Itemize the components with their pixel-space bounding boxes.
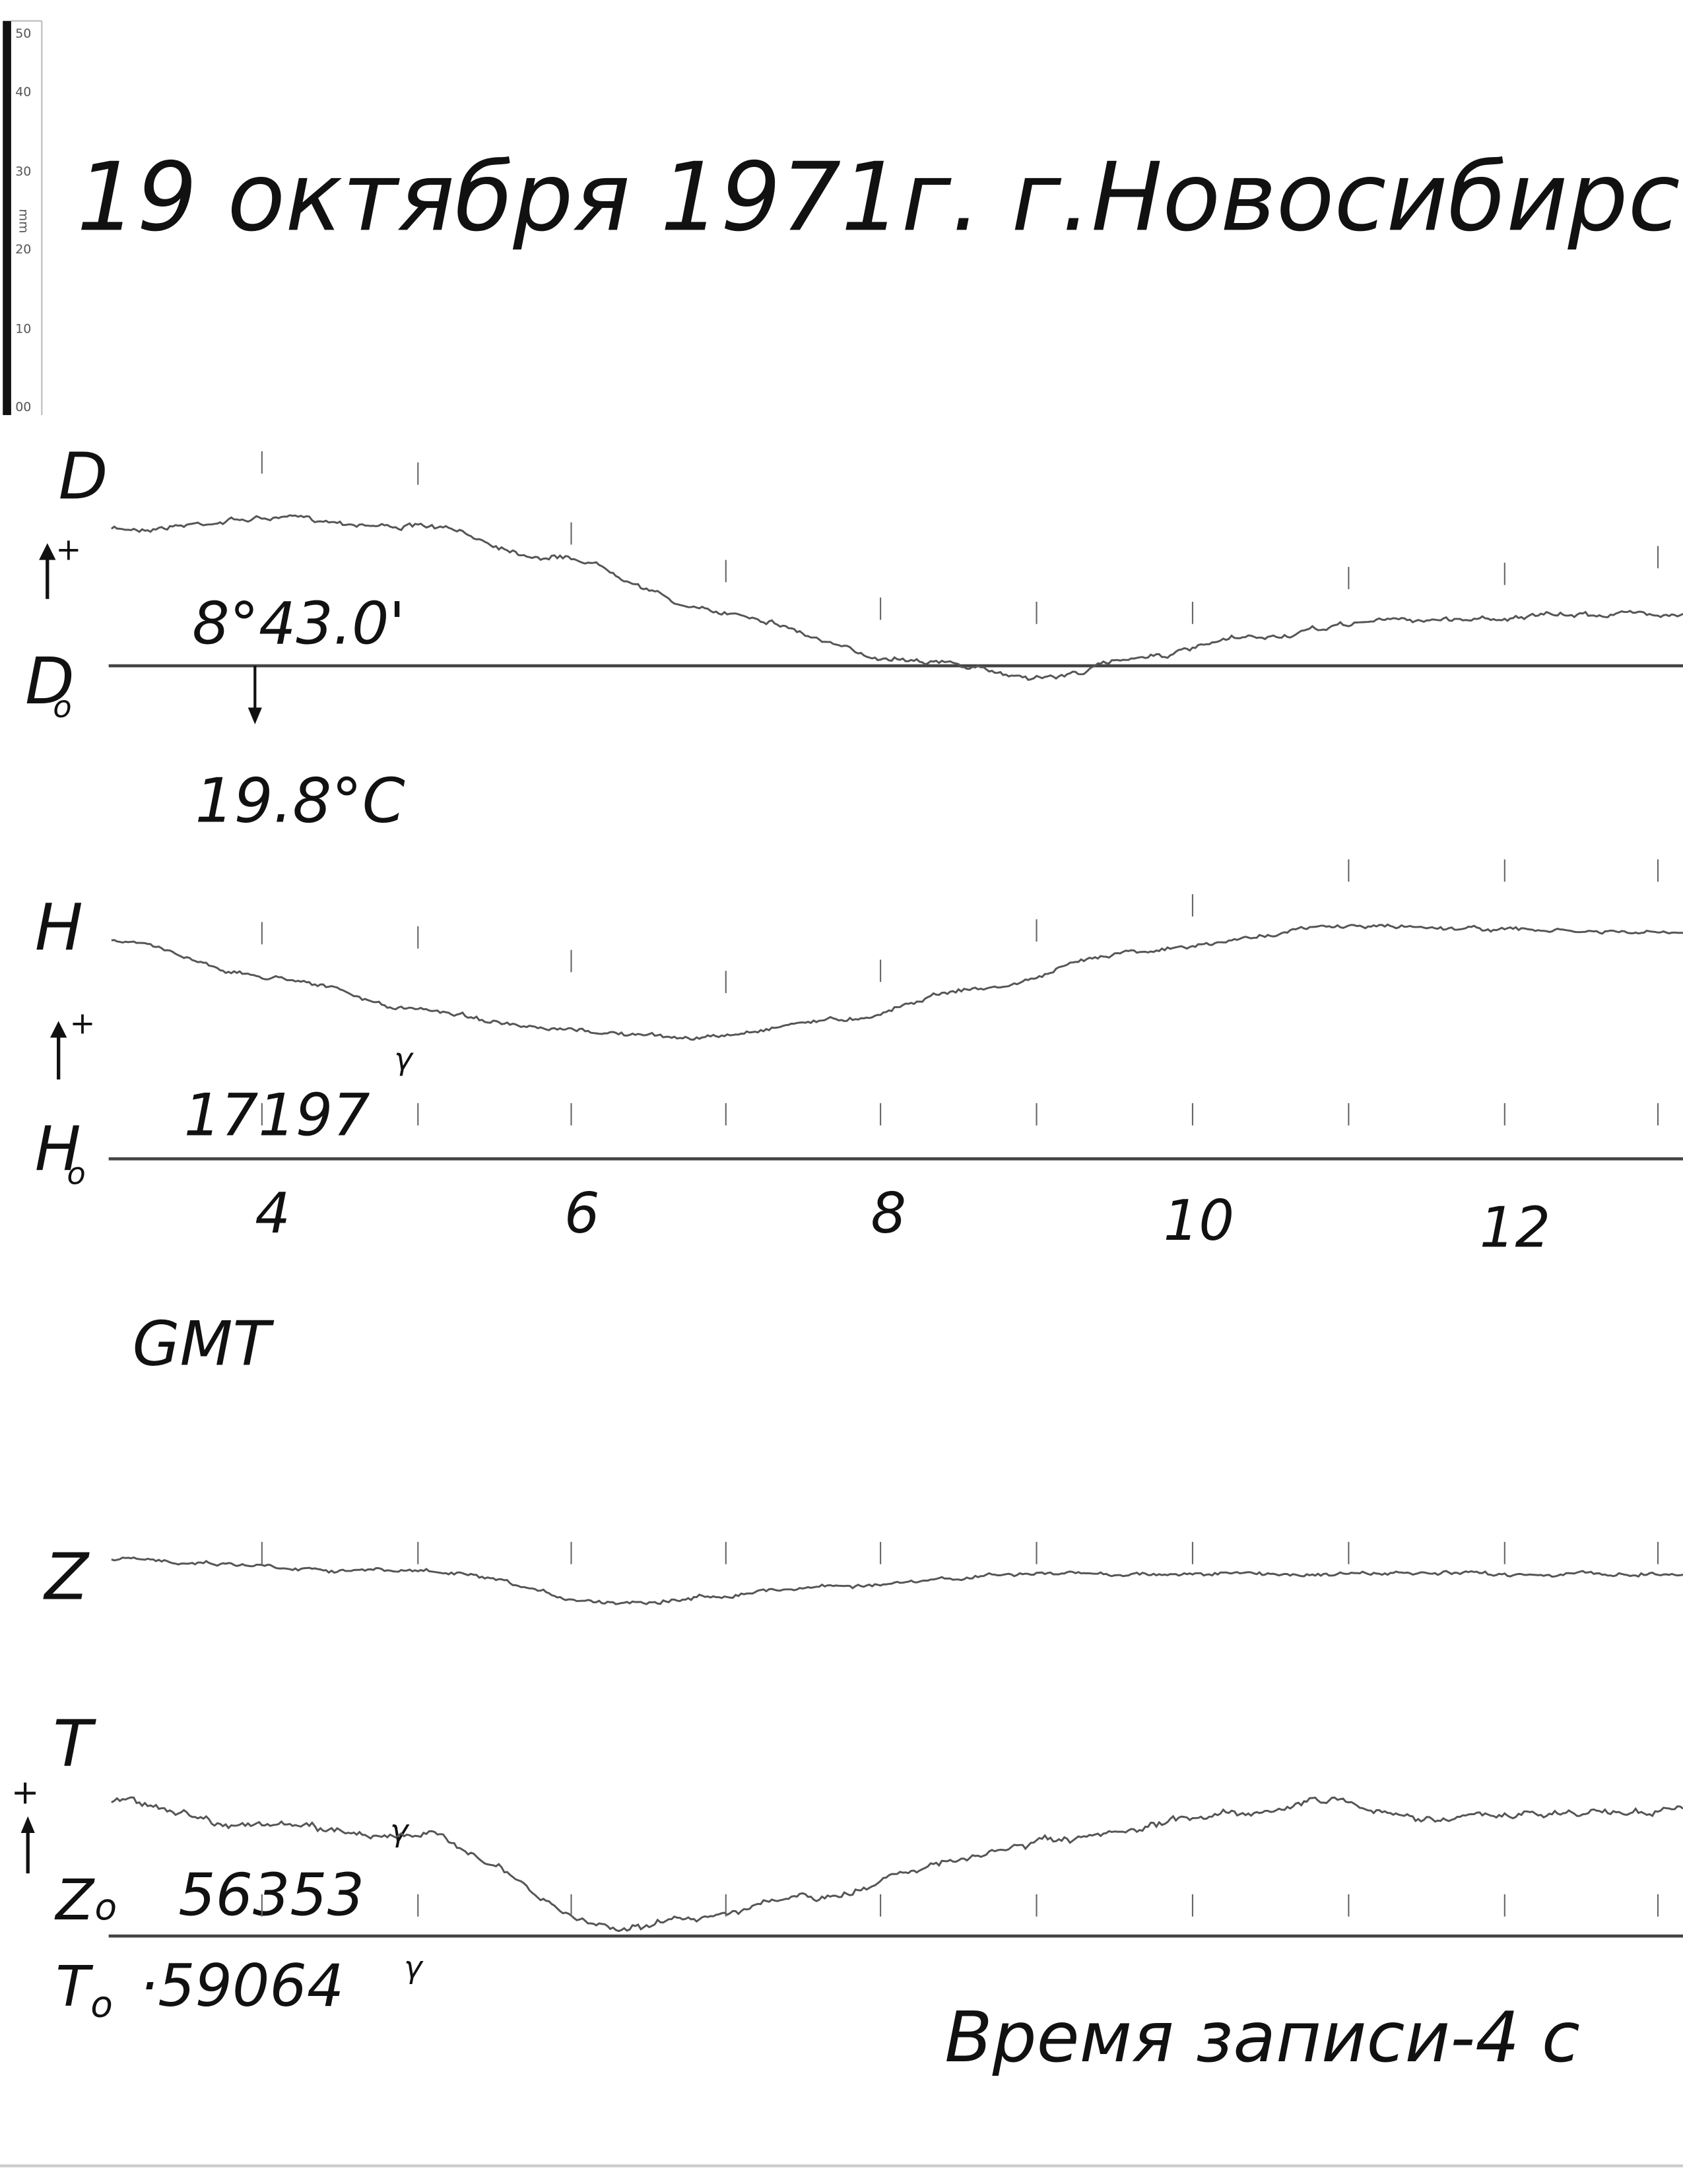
sign: + <box>70 1005 96 1041</box>
trace-line <box>110 514 1683 681</box>
base-label: Z <box>54 1868 95 1933</box>
ruler-tick-label: 00 <box>15 400 31 414</box>
base-value: 56353 <box>178 1861 364 1929</box>
base-sub: o <box>90 1983 113 2026</box>
sign: + <box>55 532 81 567</box>
traces <box>110 451 1683 1933</box>
trace-label: Z <box>43 1539 90 1614</box>
time-label: 6 <box>564 1181 600 1246</box>
title: 19 октября 1971г. г.Новосибирск(К <box>77 142 1683 252</box>
trace-line <box>111 923 1683 1041</box>
trace-line <box>111 1556 1683 1605</box>
base-sub: o <box>67 1155 85 1191</box>
arrow-head <box>50 1021 67 1038</box>
unit: γ <box>390 1813 410 1849</box>
base-label: T <box>55 1954 94 2019</box>
ruler-tick-label: 50 <box>15 26 31 41</box>
unit: γ <box>394 1041 414 1077</box>
time-label: 4 <box>255 1181 290 1246</box>
arrow-head <box>248 707 262 724</box>
ruler: 50 40 30 20 10 00 mm <box>3 20 43 416</box>
ruler-tick-label: 40 <box>15 85 31 100</box>
time-axis-name: GMT <box>133 1308 275 1380</box>
sign: + <box>11 1773 39 1812</box>
time-label: 10 <box>1164 1188 1234 1253</box>
arrow-head <box>39 543 56 560</box>
time-label: 8 <box>871 1181 906 1246</box>
footer-note: Время записи-4 с <box>944 1997 1580 2078</box>
base-value: 8°43.0' <box>192 589 405 657</box>
ruler-tick-label: 10 <box>15 322 31 337</box>
trace-line <box>111 1796 1683 1933</box>
base-value: 17197 <box>184 1081 370 1149</box>
base-sub: o <box>95 1886 117 1928</box>
unit: γ <box>404 1950 424 1985</box>
arrow-head <box>20 1816 35 1834</box>
trace-label: H <box>35 891 83 965</box>
base-sub: o <box>53 689 71 724</box>
trace-label: D <box>59 439 108 514</box>
ruler-unit: mm <box>16 209 31 234</box>
ruler-bar <box>3 20 11 416</box>
base-label: D <box>25 644 75 719</box>
base-value: ·59064 <box>139 1952 344 2020</box>
ruler-tick-label: 20 <box>15 242 31 257</box>
trace-label: T <box>53 1707 96 1782</box>
ruler-tick-label: 30 <box>15 164 31 179</box>
base-label: H <box>35 1113 81 1184</box>
temperature: 19.8°C <box>195 765 405 836</box>
time-label: 12 <box>1480 1195 1550 1260</box>
